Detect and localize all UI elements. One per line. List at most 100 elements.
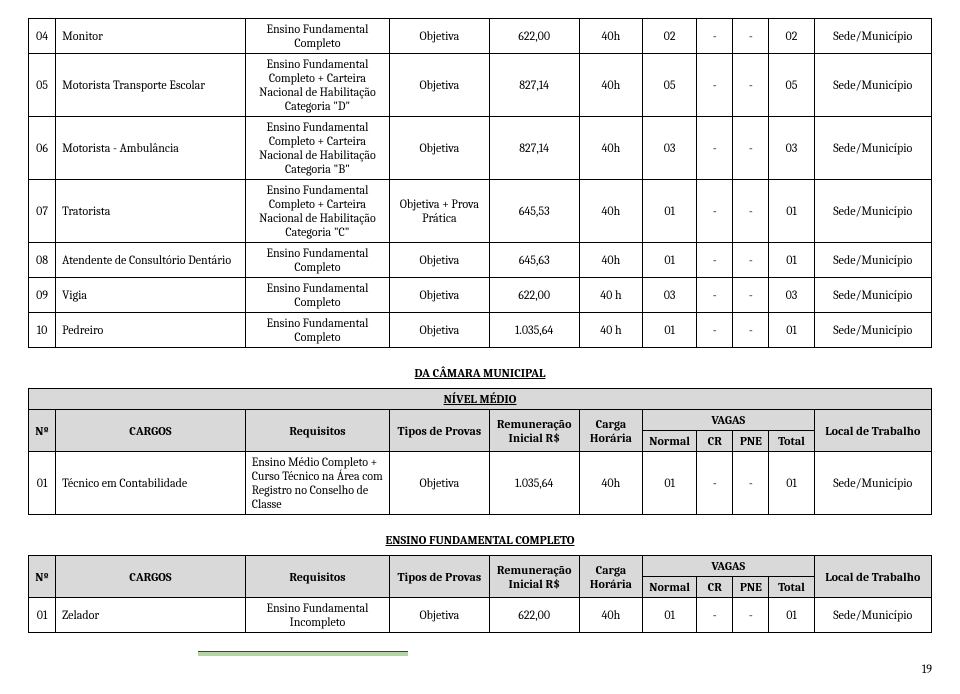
cell-normal: 03 [643, 117, 697, 180]
cell-local: Sede/Município [814, 19, 931, 54]
cell-local: Sede/Município [814, 180, 931, 243]
cell-pne: - [733, 243, 769, 278]
hdr-cargo: CARGOS [56, 556, 246, 598]
cell-normal: 01 [643, 313, 697, 348]
section-title-fundamental: ENSINO FUNDAMENTAL COMPLETO [28, 533, 932, 547]
cell-cargo: Monitor [56, 19, 246, 54]
cell-normal: 05 [643, 54, 697, 117]
cell-carga: 40h [579, 180, 642, 243]
hdr-local: Local de Trabalho [814, 410, 931, 452]
cell-tipo: Objetiva [390, 117, 489, 180]
cell-req: Ensino Médio Completo + Curso Técnico na… [245, 452, 389, 515]
cell-req: Ensino Fundamental Completo [245, 19, 389, 54]
table-fundamental: Nº CARGOS Requisitos Tipos de Provas Rem… [28, 555, 932, 633]
cell-rem: 645,53 [489, 180, 579, 243]
cell-req: Ensino Fundamental Incompleto [245, 598, 389, 633]
hdr-normal: Normal [643, 577, 697, 598]
cell-normal: 01 [643, 598, 697, 633]
cell-cr: - [697, 117, 733, 180]
hdr-req: Requisitos [245, 556, 389, 598]
cell-pne: - [733, 452, 769, 515]
hdr-cargo: CARGOS [56, 410, 246, 452]
table-row: 09VigiaEnsino Fundamental CompletoObjeti… [29, 278, 932, 313]
cell-cargo: Vigia [56, 278, 246, 313]
cell-cargo: Pedreiro [56, 313, 246, 348]
cell-req: Ensino Fundamental Completo + Carteira N… [245, 54, 389, 117]
page-number: 19 [28, 662, 932, 676]
cell-tipo: Objetiva + Prova Prática [390, 180, 489, 243]
cell-cr: - [697, 54, 733, 117]
cell-pne: - [733, 278, 769, 313]
table-row: 01ZeladorEnsino Fundamental IncompletoOb… [29, 598, 932, 633]
table-nivel-medio: NÍVEL MÉDIO Nº CARGOS Requisitos Tipos d… [28, 388, 932, 515]
cell-tipo: Objetiva [390, 598, 489, 633]
cell-local: Sede/Município [814, 117, 931, 180]
cell-req: Ensino Fundamental Completo + Carteira N… [245, 180, 389, 243]
hdr-rem: Remuneração Inicial R$ [489, 410, 579, 452]
cell-num: 06 [29, 117, 56, 180]
footer-rule [198, 651, 408, 656]
cell-rem: 622,00 [489, 19, 579, 54]
cell-cargo: Tratorista [56, 180, 246, 243]
cell-normal: 01 [643, 452, 697, 515]
cell-cr: - [697, 19, 733, 54]
cell-normal: 01 [643, 243, 697, 278]
cell-local: Sede/Município [814, 313, 931, 348]
cell-rem: 827,14 [489, 117, 579, 180]
hdr-carga: Carga Horária [579, 556, 642, 598]
cell-pne: - [733, 313, 769, 348]
hdr-vagas: VAGAS [643, 556, 815, 577]
cell-local: Sede/Município [814, 598, 931, 633]
table-row: 01Técnico em ContabilidadeEnsino Médio C… [29, 452, 932, 515]
header-row-1: Nº CARGOS Requisitos Tipos de Provas Rem… [29, 410, 932, 431]
level-label: NÍVEL MÉDIO [29, 389, 932, 410]
cell-rem: 1.035,64 [489, 452, 579, 515]
cell-carga: 40h [579, 54, 642, 117]
hdr-rem: Remuneração Inicial R$ [489, 556, 579, 598]
cell-pne: - [733, 180, 769, 243]
cell-num: 01 [29, 598, 56, 633]
cell-num: 10 [29, 313, 56, 348]
cell-num: 01 [29, 452, 56, 515]
cell-carga: 40h [579, 598, 642, 633]
cell-cr: - [697, 313, 733, 348]
cell-cargo: Zelador [56, 598, 246, 633]
cell-carga: 40h [579, 117, 642, 180]
cell-total: 01 [769, 180, 814, 243]
hdr-tipo: Tipos de Provas [390, 556, 489, 598]
table-row: 05Motorista Transporte EscolarEnsino Fun… [29, 54, 932, 117]
cell-tipo: Objetiva [390, 313, 489, 348]
cell-local: Sede/Município [814, 243, 931, 278]
cell-rem: 622,00 [489, 598, 579, 633]
cell-cargo: Técnico em Contabilidade [56, 452, 246, 515]
hdr-carga: Carga Horária [579, 410, 642, 452]
hdr-total: Total [769, 577, 814, 598]
cell-carga: 40h [579, 452, 642, 515]
header-row-1: Nº CARGOS Requisitos Tipos de Provas Rem… [29, 556, 932, 577]
cell-total: 02 [769, 19, 814, 54]
cell-tipo: Objetiva [390, 278, 489, 313]
cell-carga: 40h [579, 19, 642, 54]
cell-req: Ensino Fundamental Completo + Carteira N… [245, 117, 389, 180]
hdr-normal: Normal [643, 431, 697, 452]
table-row: 06Motorista - AmbulânciaEnsino Fundament… [29, 117, 932, 180]
cell-num: 05 [29, 54, 56, 117]
hdr-req: Requisitos [245, 410, 389, 452]
cell-total: 01 [769, 598, 814, 633]
cell-cargo: Motorista - Ambulância [56, 117, 246, 180]
cell-req: Ensino Fundamental Completo [245, 278, 389, 313]
cell-total: 01 [769, 313, 814, 348]
hdr-local: Local de Trabalho [814, 556, 931, 598]
cell-normal: 03 [643, 278, 697, 313]
hdr-cr: CR [697, 431, 733, 452]
cell-tipo: Objetiva [390, 19, 489, 54]
hdr-vagas: VAGAS [643, 410, 815, 431]
cell-tipo: Objetiva [390, 54, 489, 117]
table-row: 08Atendente de Consultório DentárioEnsin… [29, 243, 932, 278]
cell-req: Ensino Fundamental Completo [245, 243, 389, 278]
cell-pne: - [733, 54, 769, 117]
cell-pne: - [733, 117, 769, 180]
cell-total: 05 [769, 54, 814, 117]
cell-total: 01 [769, 243, 814, 278]
cell-num: 09 [29, 278, 56, 313]
